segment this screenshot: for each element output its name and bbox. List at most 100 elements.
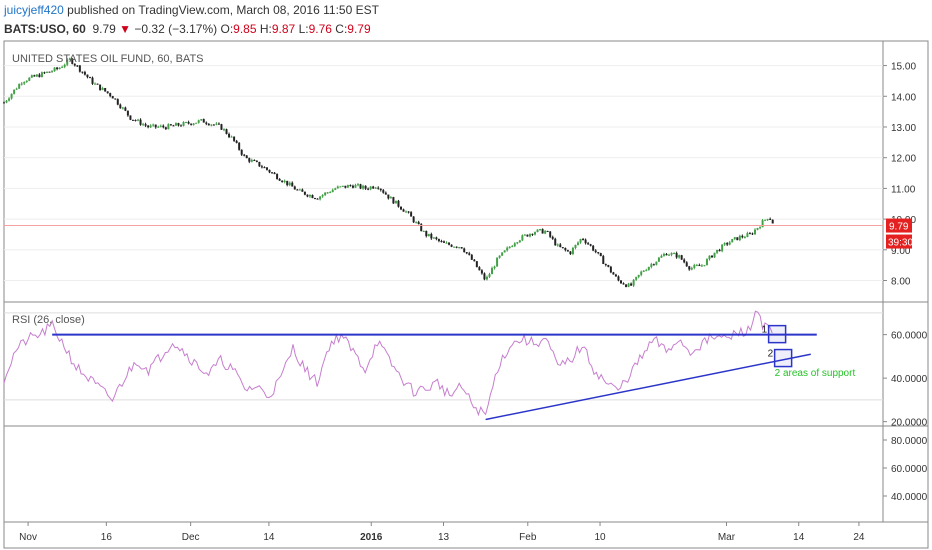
open-value: 9.85	[233, 22, 257, 36]
candle	[746, 233, 749, 238]
candle	[301, 189, 304, 192]
rsi-tick-label: 40.0000	[891, 374, 928, 385]
candle	[152, 124, 155, 126]
candle	[516, 242, 519, 244]
candle	[536, 229, 539, 233]
support-box-1[interactable]	[767, 324, 787, 344]
candle	[200, 119, 203, 121]
price-tick-label: 13.00	[891, 123, 916, 134]
candle	[326, 192, 329, 194]
candle	[597, 252, 600, 254]
candle	[496, 257, 499, 267]
candle	[668, 254, 671, 256]
candle	[94, 83, 97, 85]
candle	[683, 259, 686, 263]
time-tick-label: 14	[263, 532, 275, 543]
candle	[104, 88, 107, 92]
candle	[230, 136, 233, 138]
candle	[134, 120, 137, 122]
candle	[13, 89, 16, 94]
candle	[235, 140, 238, 143]
candle	[387, 194, 390, 199]
last-price: 9.79	[92, 22, 116, 36]
candle	[741, 235, 744, 238]
candle	[73, 63, 76, 66]
candle	[116, 99, 119, 105]
time-tick-label: 10	[594, 532, 606, 543]
candle	[28, 77, 31, 81]
last-price-tag	[886, 218, 912, 233]
candle	[177, 123, 180, 126]
candle	[324, 192, 327, 195]
candle	[705, 259, 708, 266]
candle	[23, 82, 26, 84]
candle	[86, 74, 89, 78]
candle	[258, 161, 261, 167]
candle	[531, 233, 534, 235]
candle	[574, 244, 577, 249]
candle	[491, 268, 494, 275]
candle	[344, 185, 347, 188]
candle	[614, 274, 617, 277]
candle	[738, 235, 741, 241]
candle	[126, 110, 129, 116]
close-value: 9.79	[347, 22, 371, 36]
candle	[10, 93, 13, 99]
candle	[566, 250, 569, 252]
candle	[425, 230, 428, 237]
candle	[394, 200, 397, 204]
candle	[364, 185, 367, 189]
candle	[149, 125, 152, 128]
support-box-2[interactable]	[773, 348, 793, 368]
candle	[437, 239, 440, 242]
candle	[190, 123, 193, 125]
candle	[20, 83, 23, 85]
candle	[564, 247, 567, 251]
candle	[602, 256, 605, 265]
candle	[334, 188, 337, 190]
candle	[81, 71, 84, 73]
candle	[420, 224, 423, 232]
candle	[463, 248, 466, 253]
candle	[63, 64, 66, 67]
candle	[18, 84, 21, 89]
candle	[250, 159, 253, 162]
candle	[430, 233, 433, 239]
candle	[498, 255, 501, 258]
candle	[384, 192, 387, 195]
candle	[645, 270, 648, 272]
candle	[764, 219, 767, 221]
candle	[99, 84, 102, 90]
candle	[56, 67, 59, 70]
candle	[30, 75, 33, 78]
extra-pane-tick-label: 40.0000	[891, 492, 928, 503]
candle	[655, 261, 658, 265]
low-value: 9.76	[308, 22, 332, 36]
candle	[670, 253, 673, 255]
candle	[501, 252, 504, 256]
author-link[interactable]: juicyjeff420	[4, 3, 64, 17]
candle	[617, 276, 620, 281]
support-trend-line[interactable]	[485, 353, 811, 421]
time-tick-label: Mar	[718, 532, 736, 543]
candle	[339, 186, 342, 188]
candle	[169, 124, 172, 126]
candle	[389, 197, 392, 199]
candle	[625, 284, 628, 287]
candle	[673, 253, 676, 255]
candle	[276, 174, 279, 180]
candle	[650, 264, 653, 267]
candle	[422, 230, 425, 232]
candle	[761, 220, 764, 228]
time-tick-label: 13	[438, 532, 450, 543]
candle	[539, 229, 542, 231]
extra-pane-tick-label: 80.0000	[891, 436, 928, 447]
candle	[273, 172, 276, 175]
candle	[45, 71, 48, 73]
candle	[726, 243, 729, 245]
candle	[278, 179, 281, 181]
candle	[470, 254, 473, 260]
candle	[759, 227, 762, 229]
candle	[210, 124, 213, 126]
